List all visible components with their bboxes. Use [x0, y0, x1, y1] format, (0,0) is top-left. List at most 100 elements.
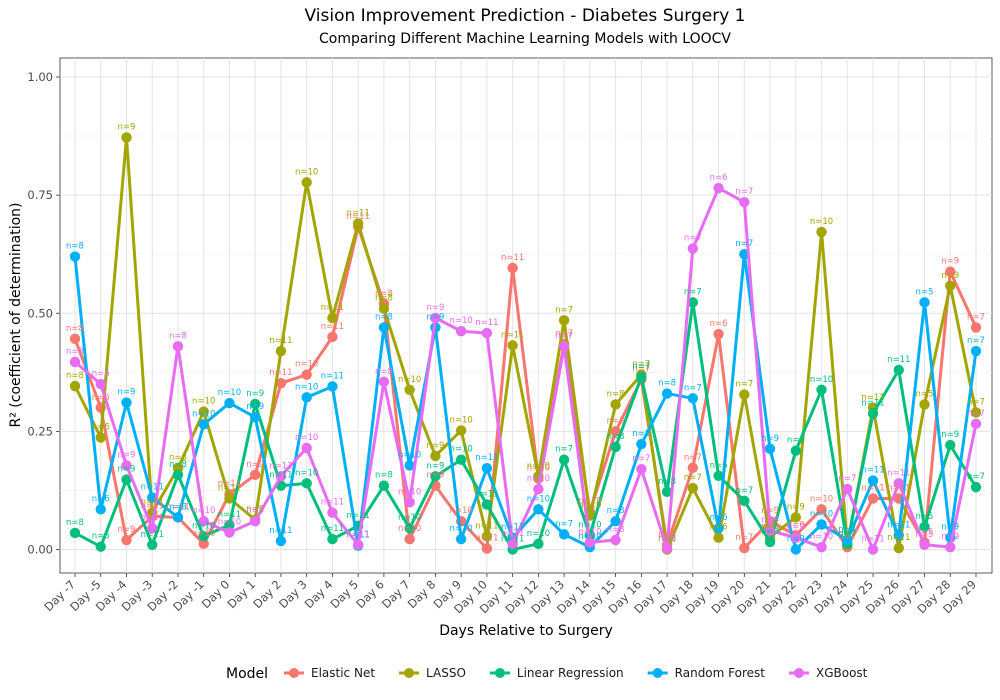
sample-size-label: n=10 — [578, 497, 601, 507]
data-point — [636, 438, 647, 450]
sample-size-label: n=11 — [475, 490, 498, 500]
data-point — [919, 539, 930, 550]
data-point — [352, 539, 364, 550]
data-point — [198, 531, 209, 542]
data-point — [378, 480, 390, 491]
data-point — [713, 523, 724, 534]
legend-label: Elastic Net — [311, 666, 375, 680]
sample-size-label: n=11 — [321, 371, 344, 381]
data-point — [610, 534, 621, 546]
data-point — [842, 534, 853, 546]
sample-size-label: n=11 — [347, 208, 370, 218]
sample-size-label: n=11 — [269, 368, 292, 378]
legend: Model Elastic Net LASSO Linear Regression R… — [226, 666, 868, 682]
sample-size-label: n=9 — [941, 257, 959, 267]
sample-size-label: n=11 — [269, 471, 292, 481]
sample-size-label: n=11 — [501, 253, 524, 263]
sample-size-label: n=10 — [449, 415, 472, 425]
data-point — [327, 507, 338, 518]
data-point — [455, 454, 467, 465]
sample-size-label: n=6 — [710, 173, 728, 183]
data-point — [455, 533, 467, 545]
sample-size-label: n=10 — [449, 506, 472, 516]
data-point — [198, 419, 209, 430]
sample-size-label: n=11 — [347, 212, 370, 222]
data-point — [533, 538, 544, 550]
sample-size-label: n=7 — [838, 530, 856, 540]
sample-size-label: n=6 — [710, 319, 728, 329]
data-point — [430, 312, 441, 324]
sample-size-labels: n=8n=6n=9n=11 n=11n=10n=11n=9n=11n=10n=11… — [66, 122, 985, 544]
sample-size-label: n=10 — [218, 388, 241, 398]
data-point — [481, 531, 493, 542]
sample-size-label: n=7 — [632, 454, 650, 464]
data-point — [301, 369, 312, 380]
sample-size-label: n=8 — [658, 530, 676, 540]
sample-size-label: n=9 — [426, 303, 444, 313]
data-point — [430, 450, 441, 462]
data-point — [327, 533, 338, 545]
sample-size-label: n=7 — [838, 532, 856, 542]
data-point — [558, 454, 570, 465]
data-point — [327, 331, 338, 343]
x-tick-label: Day 1 — [224, 577, 258, 611]
data-point — [739, 542, 750, 554]
legend-label: LASSO — [426, 666, 466, 680]
data-point — [687, 393, 699, 404]
sample-size-label: n=7 — [838, 529, 856, 539]
sample-size-label: n=11 — [218, 479, 241, 489]
data-point — [224, 519, 235, 531]
legend-key-point — [289, 668, 299, 678]
sample-size-label: n=11 — [141, 483, 164, 493]
sample-size-label: n=8 — [169, 502, 187, 512]
sample-size-label: n=8 — [169, 331, 187, 341]
sample-size-label: n=10 — [398, 450, 421, 460]
sample-size-label: n=9 — [941, 532, 959, 542]
sample-size-label: n=7 — [967, 312, 985, 322]
sample-size-label: n=9 — [761, 516, 779, 526]
sample-size-label: n=8 — [658, 535, 676, 545]
sample-size-label: n=9 — [426, 461, 444, 471]
data-point — [970, 322, 982, 333]
sample-size-label: n=8 — [632, 429, 650, 439]
data-point — [636, 463, 647, 475]
sample-size-label: n=9 — [118, 525, 136, 535]
series-line — [73, 225, 978, 551]
data-point — [970, 407, 982, 418]
data-point — [224, 493, 235, 504]
sample-size-label: n=11 — [887, 520, 910, 530]
sample-size-label: n=10 — [398, 487, 421, 497]
sample-size-label: n=9 — [761, 522, 779, 532]
data-point — [816, 384, 827, 395]
sample-size-label: n=7 — [967, 336, 985, 346]
sample-size-label: n=5 — [916, 512, 934, 522]
data-point — [95, 378, 106, 390]
data-point — [713, 182, 724, 194]
sample-size-label: n=9 — [787, 520, 805, 530]
sample-size-label: n=10 — [810, 494, 833, 504]
y-tick-label: 0.25 — [27, 424, 53, 438]
series-xgboost — [69, 182, 982, 555]
data-point — [790, 532, 801, 543]
data-point — [250, 412, 261, 423]
sample-size-label: n=11 — [166, 502, 189, 512]
data-point — [610, 426, 621, 437]
data-point — [919, 521, 930, 533]
data-point — [378, 303, 390, 314]
sample-size-label: n=5 — [916, 389, 934, 399]
data-point — [404, 523, 415, 534]
x-tick-label: Day 2 — [250, 577, 284, 611]
sample-size-label: n=8 — [375, 312, 393, 322]
data-point — [945, 280, 956, 292]
legend-title: Model — [226, 666, 268, 682]
sample-size-label: n=7 — [555, 329, 573, 339]
sample-size-label: n=5 — [916, 527, 934, 537]
data-point — [198, 515, 209, 527]
sample-size-label: n=11 — [347, 530, 370, 540]
sample-size-label: n=10 — [398, 524, 421, 534]
series-line — [73, 135, 978, 551]
sample-size-label: n=11 — [475, 318, 498, 328]
data-point — [739, 389, 750, 400]
sample-size-label: n=9 — [761, 527, 779, 537]
